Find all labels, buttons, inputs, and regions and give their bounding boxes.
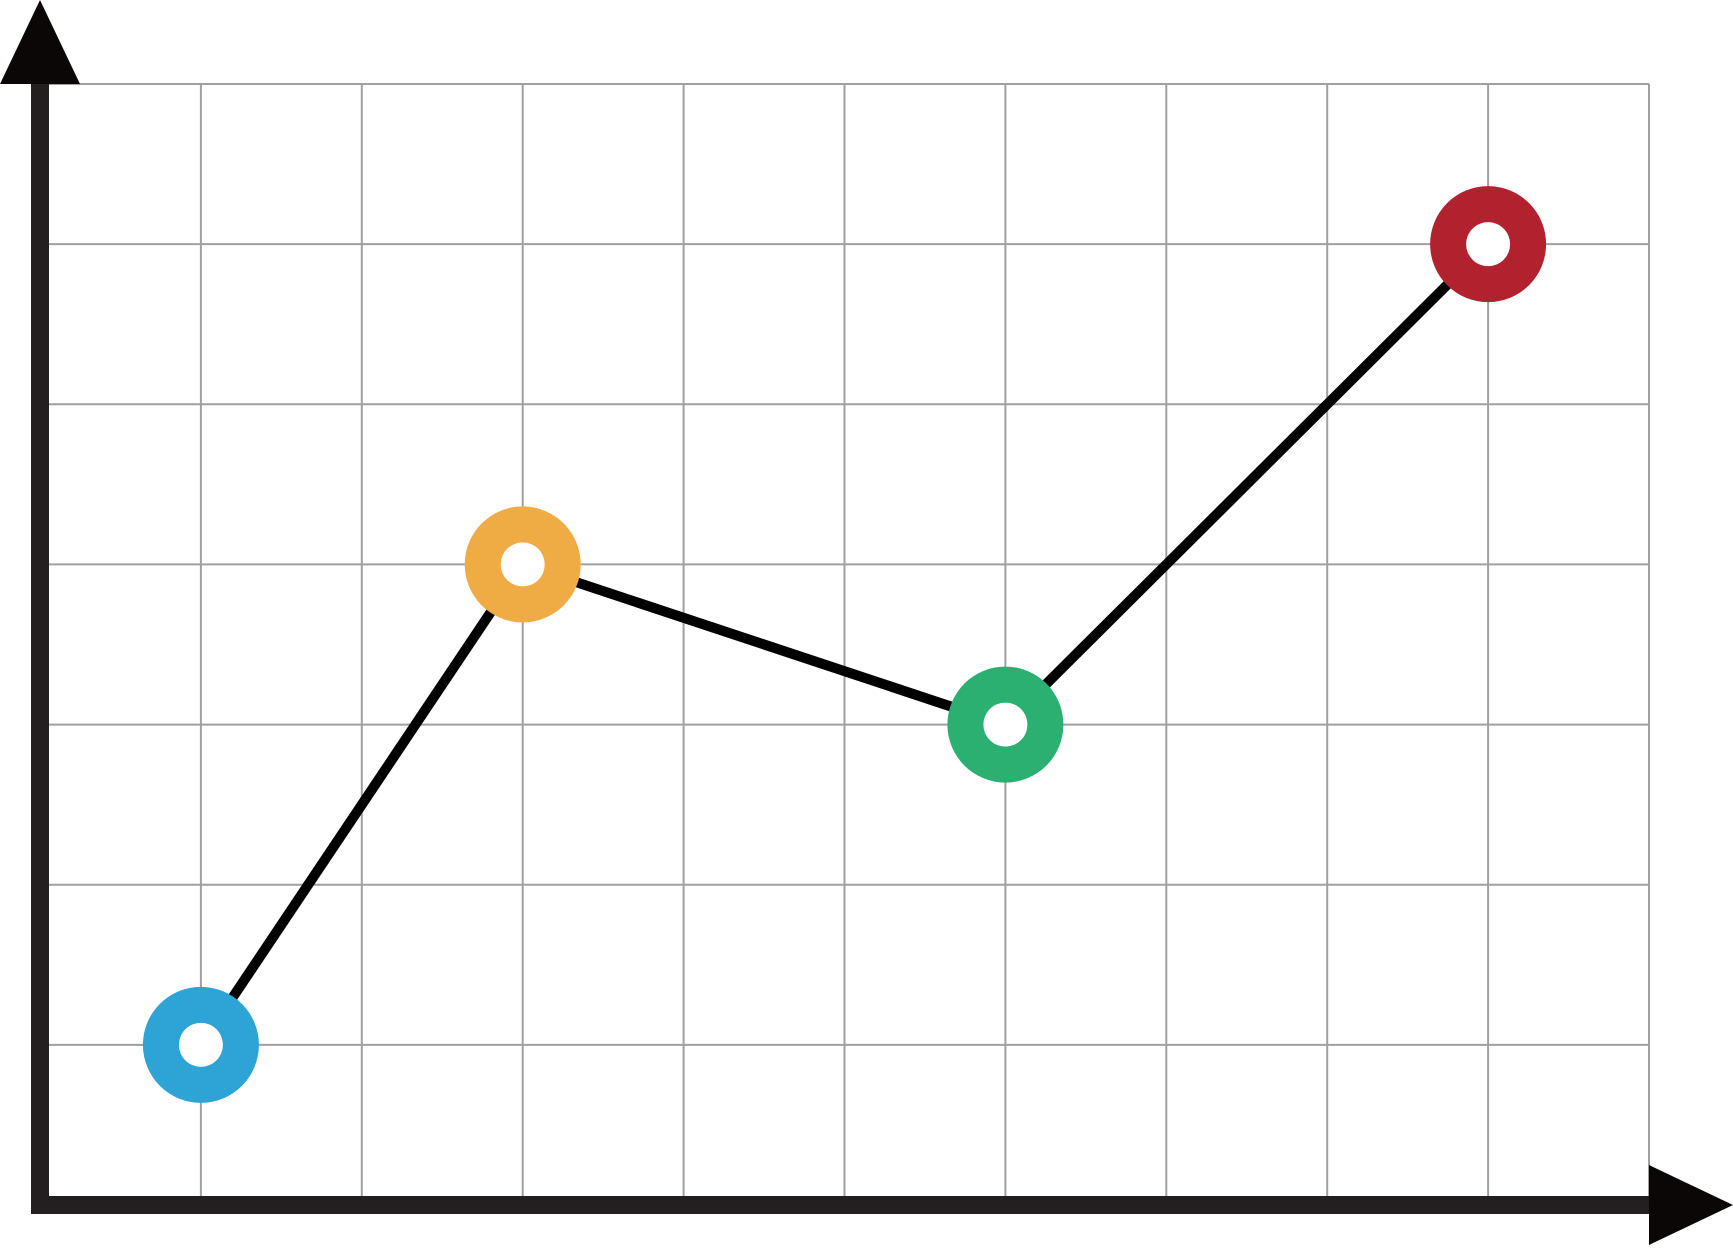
data-point-marker bbox=[464, 506, 581, 623]
series-line-segment bbox=[196, 561, 527, 1048]
series-lines bbox=[196, 240, 1492, 1048]
data-point-center bbox=[983, 702, 1028, 747]
data-point-center bbox=[178, 1022, 223, 1067]
x-axis-arrowhead bbox=[1649, 1165, 1733, 1245]
data-point-center bbox=[500, 542, 545, 587]
grid bbox=[40, 83, 1650, 1205]
series-line-segment bbox=[1001, 240, 1492, 729]
data-point-marker bbox=[947, 666, 1064, 783]
data-point-marker bbox=[1430, 186, 1547, 303]
y-axis-arrowhead bbox=[0, 0, 80, 84]
data-point-marker bbox=[142, 986, 259, 1103]
data-points bbox=[142, 186, 1547, 1103]
series-line-segment bbox=[521, 559, 1007, 730]
data-point-center bbox=[1466, 222, 1511, 267]
